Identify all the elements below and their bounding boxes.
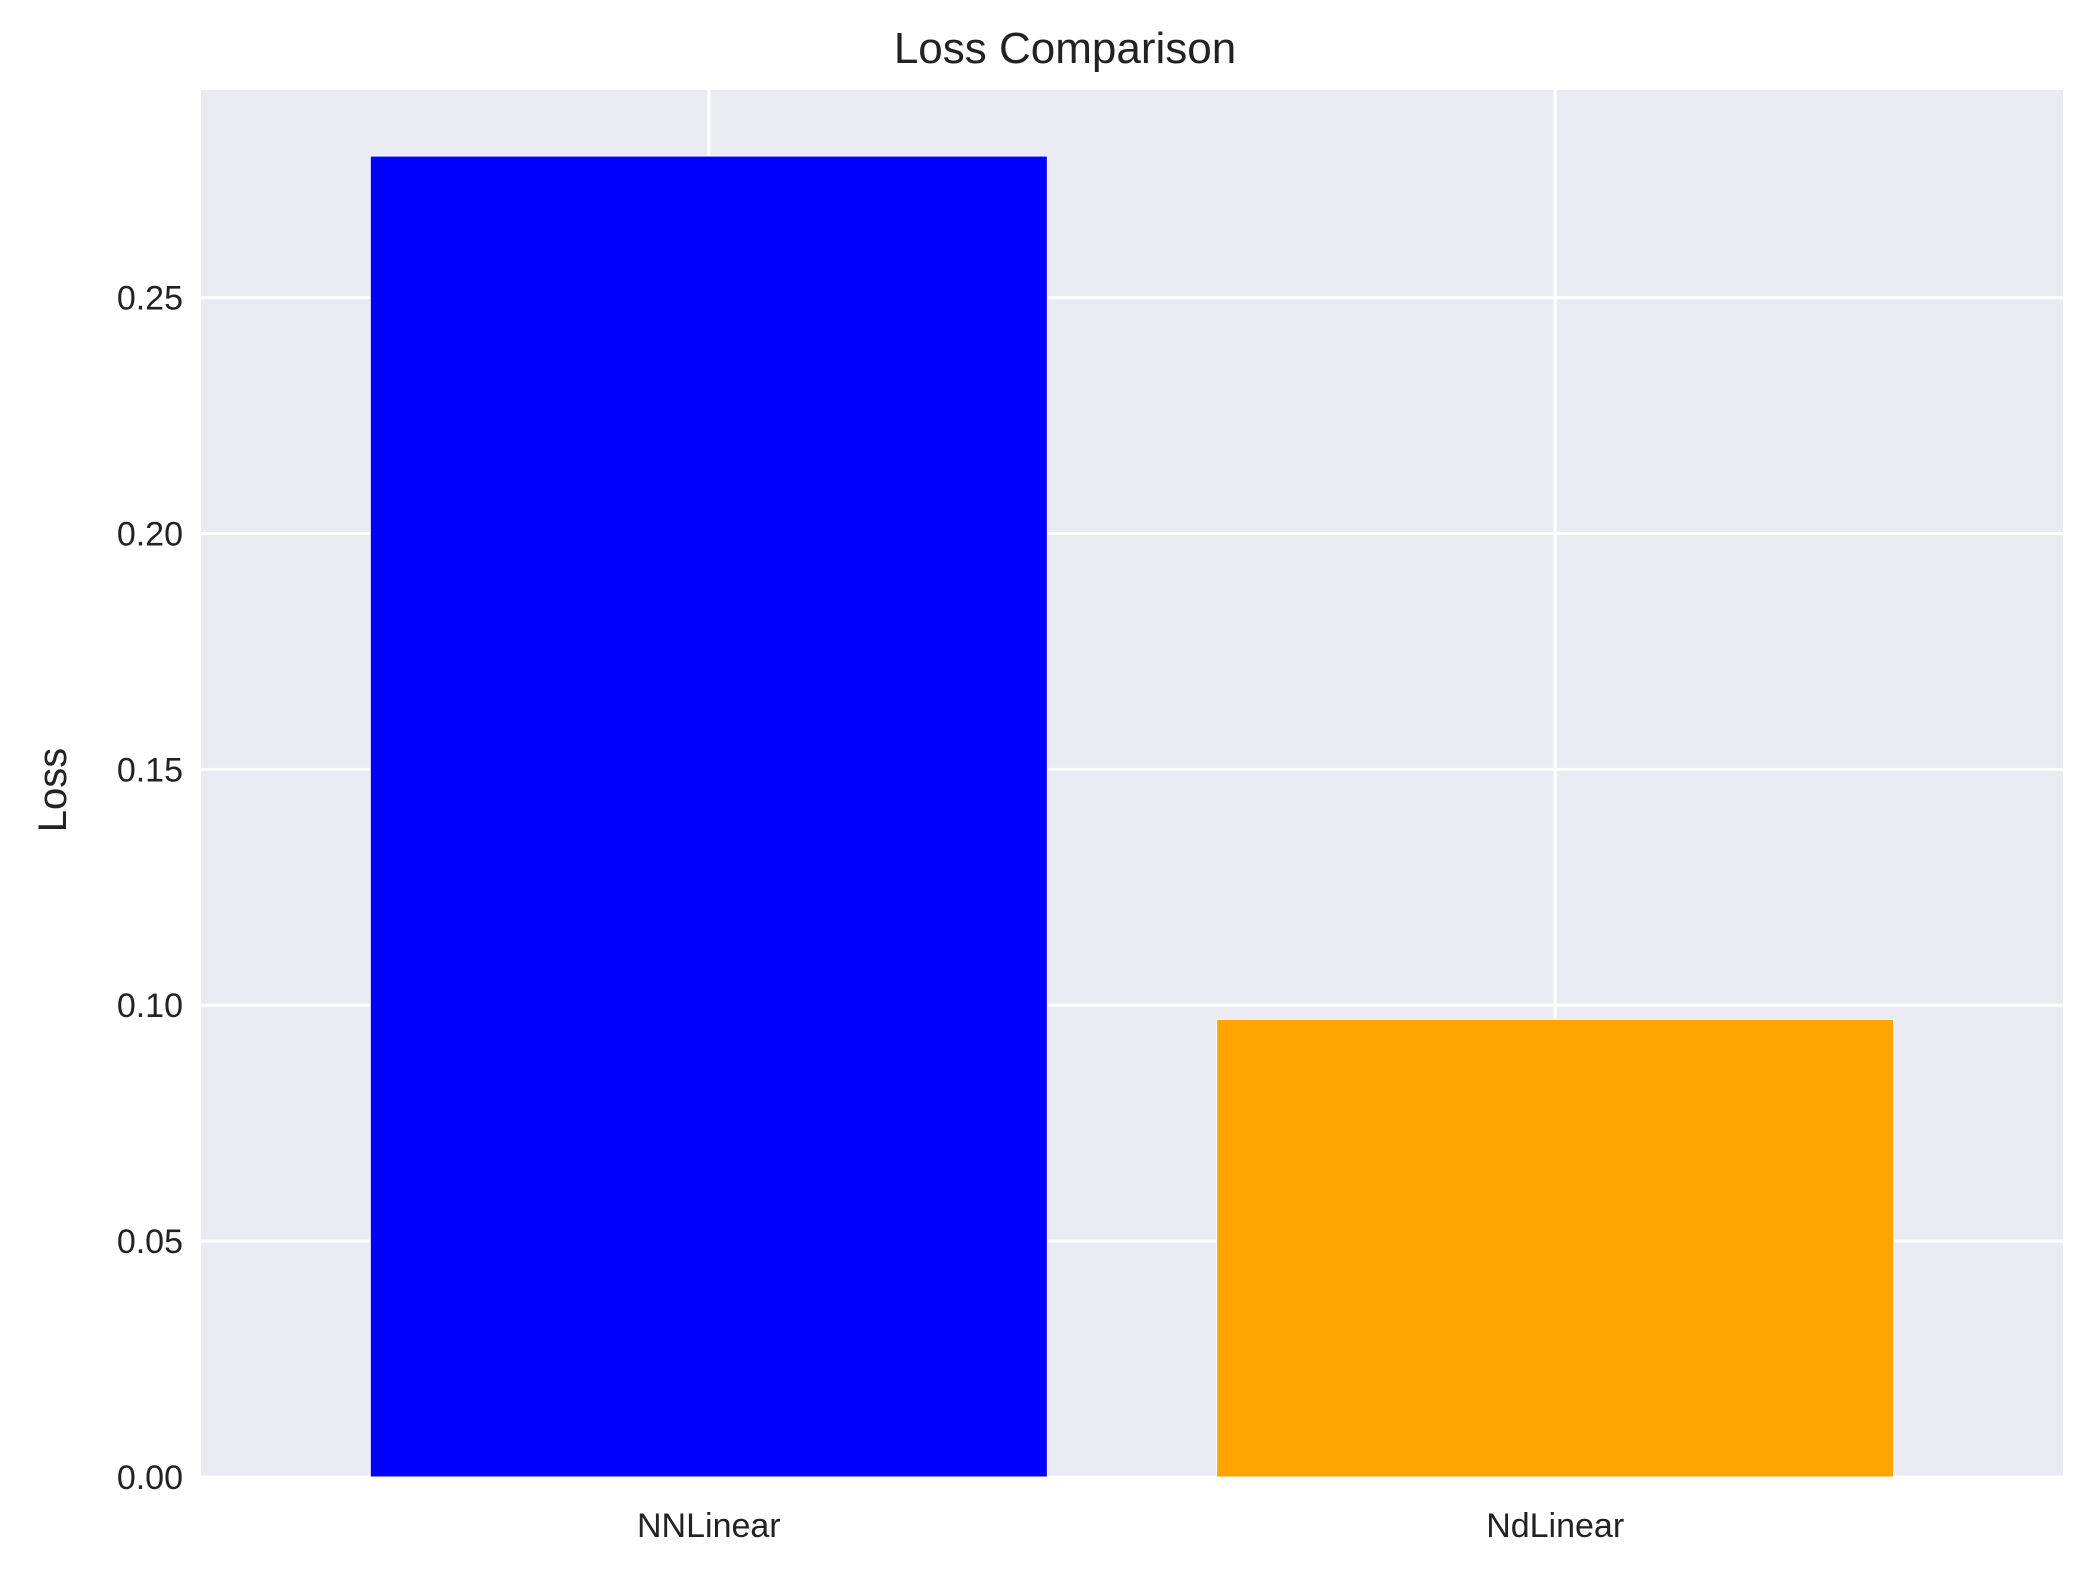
bar-nnlinear [369, 155, 1048, 1478]
x-tick-label: NdLinear [1486, 1507, 1624, 1545]
y-axis-label: Loss [31, 748, 75, 833]
bars [369, 155, 1895, 1478]
y-tick-label: 0.15 [117, 751, 183, 789]
y-tick-label: 0.25 [117, 280, 183, 318]
y-tick-labels: 0.00 0.05 0.10 0.15 0.20 0.25 [117, 280, 183, 1497]
y-tick-label: 0.20 [117, 515, 183, 553]
y-tick-label: 0.00 [117, 1459, 183, 1497]
x-tick-label: NNLinear [637, 1507, 781, 1545]
y-tick-label: 0.05 [117, 1223, 183, 1261]
chart-title: Loss Comparison [894, 24, 1236, 73]
bar-ndlinear [1216, 1018, 1895, 1478]
y-tick-label: 0.10 [117, 987, 183, 1025]
x-tick-labels: NNLinear NdLinear [637, 1507, 1624, 1545]
